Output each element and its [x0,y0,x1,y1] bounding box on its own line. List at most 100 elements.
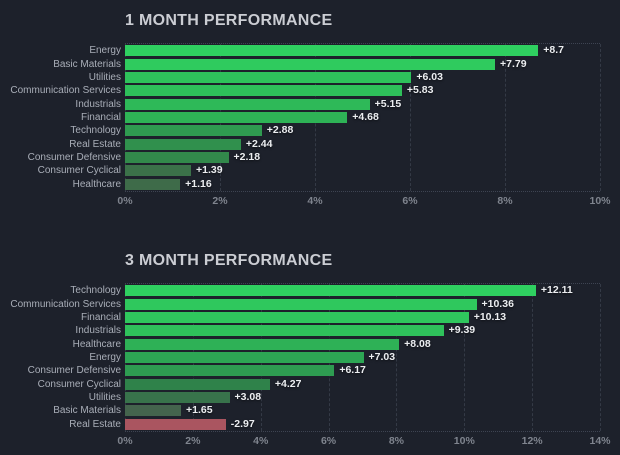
value-label: +6.03 [416,70,443,83]
bar[interactable] [125,351,364,363]
value-label: +8.7 [543,44,564,57]
value-label: +10.13 [473,310,507,323]
bar-rows: +12.11 +10.36 +10.13 +9.39 +8.08 +7.03 +6.17 +4… [125,284,600,431]
bar-row: +4.68 [125,110,600,123]
bar[interactable] [125,111,348,123]
axis-tick-label: 10% [453,435,475,447]
category-label: Energy [89,45,121,57]
category-label: Utilities [88,392,121,404]
category-label: Communication Services [10,85,121,97]
x-axis: 0% 2% 4% 6% 8% 10% 12% 14% [117,432,610,450]
value-label: +7.79 [500,57,527,70]
bar[interactable] [125,338,400,350]
value-label: +4.68 [352,110,379,123]
bar[interactable] [125,152,229,164]
axis-tick-label: 10% [589,195,611,207]
category-label: Consumer Defensive [27,365,121,377]
bar[interactable] [125,178,181,190]
bar[interactable] [125,98,370,110]
bar[interactable] [125,392,230,404]
bar-rows: +8.7 +7.79 +6.03 +5.83 +5.15 +4.68 +2.88 +2.44 +… [125,44,600,191]
plot-area: +12.11 +10.36 +10.13 +9.39 +8.08 +7.03 +6.17 +4… [125,283,601,432]
bar[interactable] [125,125,262,137]
axis-tick-label: 6% [320,435,337,447]
bar[interactable] [125,58,496,70]
three-month-performance-chart: 3 MONTH PERFORMANCE Technology Communicat… [0,252,610,450]
category-label: Energy [89,351,121,363]
category-label: Healthcare [72,178,121,190]
category-label: Technology [70,285,121,297]
plot-area: +8.7 +7.79 +6.03 +5.83 +5.15 +4.68 +2.88 +2.44 +… [125,43,601,192]
bar[interactable] [125,85,402,97]
gridline [464,284,466,431]
bar-row: +5.15 [125,97,600,110]
value-label: +8.08 [404,337,431,350]
bar-row: +1.39 [125,165,600,177]
one-month-performance-chart: 1 MONTH PERFORMANCE Energy Basic Material… [0,12,610,210]
category-label: Real Estate [69,138,121,150]
bar-row: +6.17 [125,365,600,377]
bar[interactable] [125,365,335,377]
value-label: +2.18 [233,151,261,164]
value-label: +7.03 [368,350,396,363]
gridline [600,284,601,431]
value-label: +2.44 [245,137,273,150]
axis-tick-label: 6% [402,195,418,207]
bar[interactable] [125,311,469,323]
category-label: Financial [80,111,121,123]
category-label: Technology [70,125,121,137]
value-label: +1.65 [185,404,213,417]
value-label: +3.08 [234,391,262,404]
value-label: -2.97 [230,417,255,430]
bar-row: +10.36 [125,297,600,310]
chart-body: Energy Basic Materials Utilities Communicat… [0,43,601,192]
axis-tick-label: 14% [589,435,611,447]
bar-row: +1.16 [125,178,600,190]
axis-tick-label: 2% [185,435,201,447]
bar-row: +7.79 [125,57,600,70]
gridline [532,284,534,431]
value-label: +5.15 [374,97,402,110]
axis-tick-label: 0% [117,435,133,447]
bar-row: +1.65 [125,404,600,417]
bar-row: +4.27 [125,378,600,390]
bar[interactable] [125,378,270,390]
category-label: Real Estate [69,418,121,430]
bar[interactable] [125,298,477,310]
category-labels: Technology Communication Services Financia… [0,283,125,432]
bar-row: +10.13 [125,310,600,323]
gridline [505,44,506,191]
gridline [396,284,398,431]
chart-title: 1 MONTH PERFORMANCE [125,12,333,29]
category-label: Basic Materials [53,58,121,70]
value-label: +2.88 [266,124,294,137]
bar[interactable] [125,71,412,83]
axis-tick-label: 12% [521,435,543,447]
bar[interactable] [125,285,536,297]
bar[interactable] [125,45,539,57]
x-axis: 0% 2% 4% 6% 8% 10% [117,192,610,210]
bar[interactable] [125,405,181,417]
bar-row: +12.11 [125,285,600,297]
axis-tick-label: 8% [388,435,405,447]
value-label: +9.39 [448,324,476,337]
bar-row: +3.08 [125,391,600,404]
bar-row: +2.88 [125,124,600,137]
bar[interactable] [125,138,241,150]
bar[interactable] [125,325,444,337]
category-labels: Energy Basic Materials Utilities Communicat… [0,43,125,192]
category-label: Industrials [75,98,121,110]
bar-row: +2.18 [125,151,600,164]
bar-row: +9.39 [125,324,600,337]
value-label: +10.36 [481,297,514,310]
axis-tick-label: 8% [497,195,513,207]
bar[interactable] [125,418,226,430]
bar-row: +8.08 [125,337,600,350]
category-label: Consumer Cyclical [37,378,121,390]
category-label: Industrials [75,325,121,337]
bar[interactable] [125,165,192,177]
bar-row: +2.44 [125,137,600,150]
category-label: Consumer Defensive [27,152,121,164]
category-label: Consumer Cyclical [37,165,121,177]
